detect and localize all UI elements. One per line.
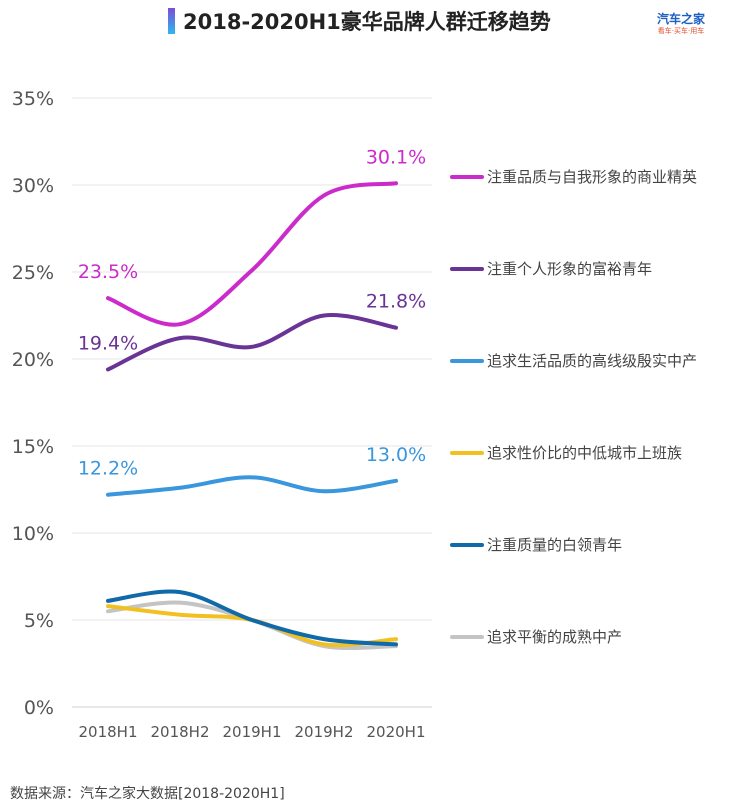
data-label: 23.5% — [78, 261, 138, 283]
legend-label: 追求平衡的成熟中产 — [487, 628, 622, 646]
data-label: 13.0% — [366, 444, 426, 466]
data-label: 19.4% — [78, 332, 138, 354]
series-line — [106, 604, 398, 648]
series-line — [106, 475, 398, 497]
series-lines — [106, 181, 398, 651]
y-axis-tick-labels: 0% 5% 10% 15% 20% 25% 30% 35% — [12, 88, 54, 719]
data-label: 12.2% — [78, 458, 138, 480]
logo-wordmark: 汽车之家 — [656, 12, 705, 26]
y-tick-label: 20% — [12, 349, 54, 371]
legend: 注重品质与自我形象的商业精英注重个人形象的富裕青年追求生活品质的高线级殷实中产追… — [450, 168, 697, 646]
legend-label: 追求性价比的中低城市上班族 — [487, 444, 682, 462]
data-label: 30.1% — [366, 146, 426, 168]
series-line — [106, 181, 398, 327]
legend-label: 注重个人形象的富裕青年 — [487, 260, 652, 278]
y-tick-label: 15% — [12, 436, 54, 458]
y-tick-label: 0% — [24, 697, 54, 719]
y-tick-label: 35% — [12, 88, 54, 110]
data-labels: 23.5% 30.1% 19.4% 21.8% 12.2% 13.0% — [78, 146, 426, 479]
y-tick-label: 25% — [12, 262, 54, 284]
series-line — [106, 313, 398, 372]
x-axis-tick-labels: 2018H1 2018H2 2019H1 2019H2 2020H1 — [79, 723, 426, 741]
series-line — [106, 589, 398, 647]
brand-logo: 汽车之家 看车·买车·用车 — [646, 12, 716, 36]
y-tick-label: 5% — [24, 610, 54, 632]
title-accent-bar — [168, 8, 175, 34]
y-tick-label: 30% — [12, 175, 54, 197]
x-tick-label: 2020H1 — [367, 723, 426, 741]
data-label: 21.8% — [366, 291, 426, 313]
x-tick-label: 2018H2 — [151, 723, 210, 741]
grid-lines — [72, 97, 432, 708]
y-tick-label: 10% — [12, 523, 54, 545]
data-source-note: 数据来源：汽车之家大数据[2018-2020H1] — [10, 786, 285, 802]
chart-title: 2018-2020H1豪华品牌人群迁移趋势 — [183, 10, 551, 34]
x-tick-label: 2018H1 — [79, 723, 138, 741]
legend-label: 追求生活品质的高线级殷实中产 — [487, 352, 697, 370]
legend-label: 注重品质与自我形象的商业精英 — [487, 168, 697, 186]
x-tick-label: 2019H1 — [223, 723, 282, 741]
logo-tagline: 看车·买车·用车 — [657, 27, 705, 35]
x-tick-label: 2019H2 — [295, 723, 354, 741]
chart-title-bar: 2018-2020H1豪华品牌人群迁移趋势 — [168, 6, 551, 36]
legend-label: 注重质量的白领青年 — [487, 536, 622, 554]
